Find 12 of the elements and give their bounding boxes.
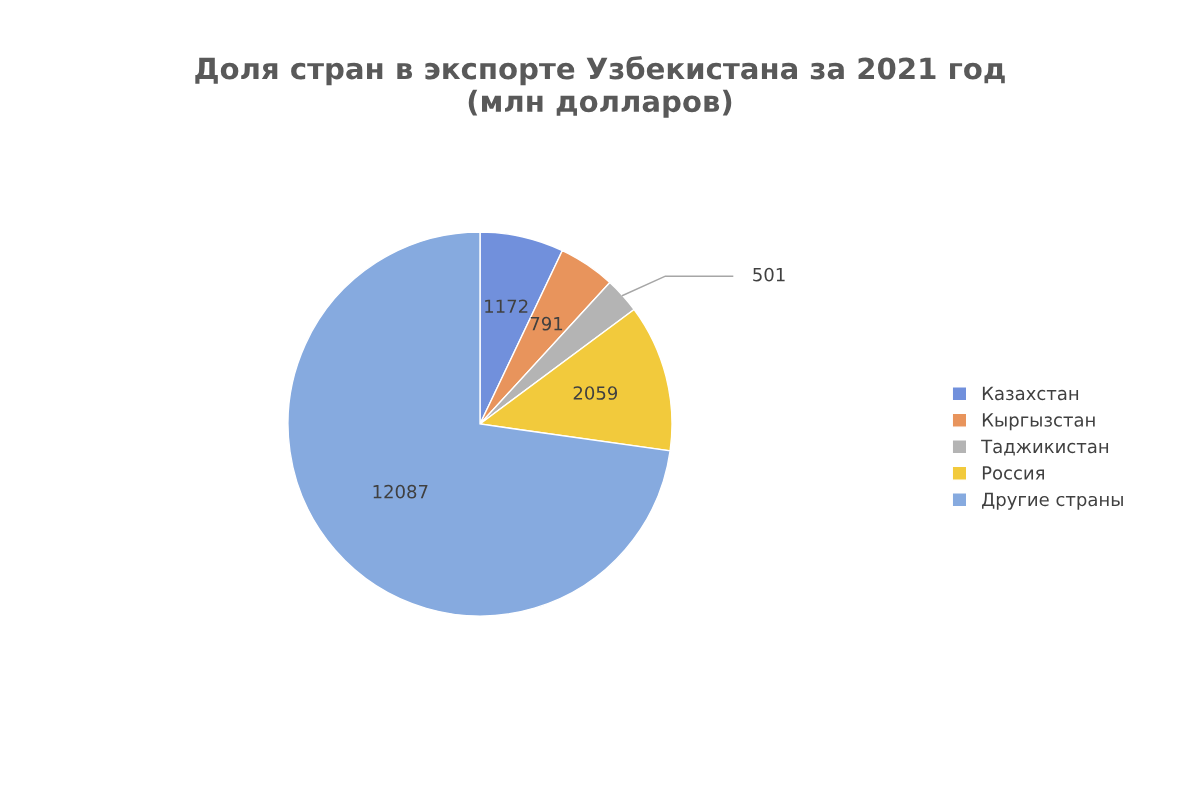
legend-label: Кыргызстан <box>982 413 1095 431</box>
data-label: 12087 <box>373 484 428 499</box>
data-label: 1172 <box>485 299 528 313</box>
pie-slice <box>287 231 671 617</box>
data-label: 791 <box>530 316 563 331</box>
data-label: 2059 <box>573 386 618 400</box>
legend-label: Другие страны <box>982 492 1123 510</box>
data-label: 501 <box>753 267 785 282</box>
chart-title: Доля стран в экспорте Узбекистана за 2021 год (млн долларов) <box>195 56 1005 118</box>
legend-label: Таджикистан <box>981 439 1109 456</box>
legend-label: Казахстан <box>982 386 1079 401</box>
legend-label: Россия <box>982 466 1044 480</box>
